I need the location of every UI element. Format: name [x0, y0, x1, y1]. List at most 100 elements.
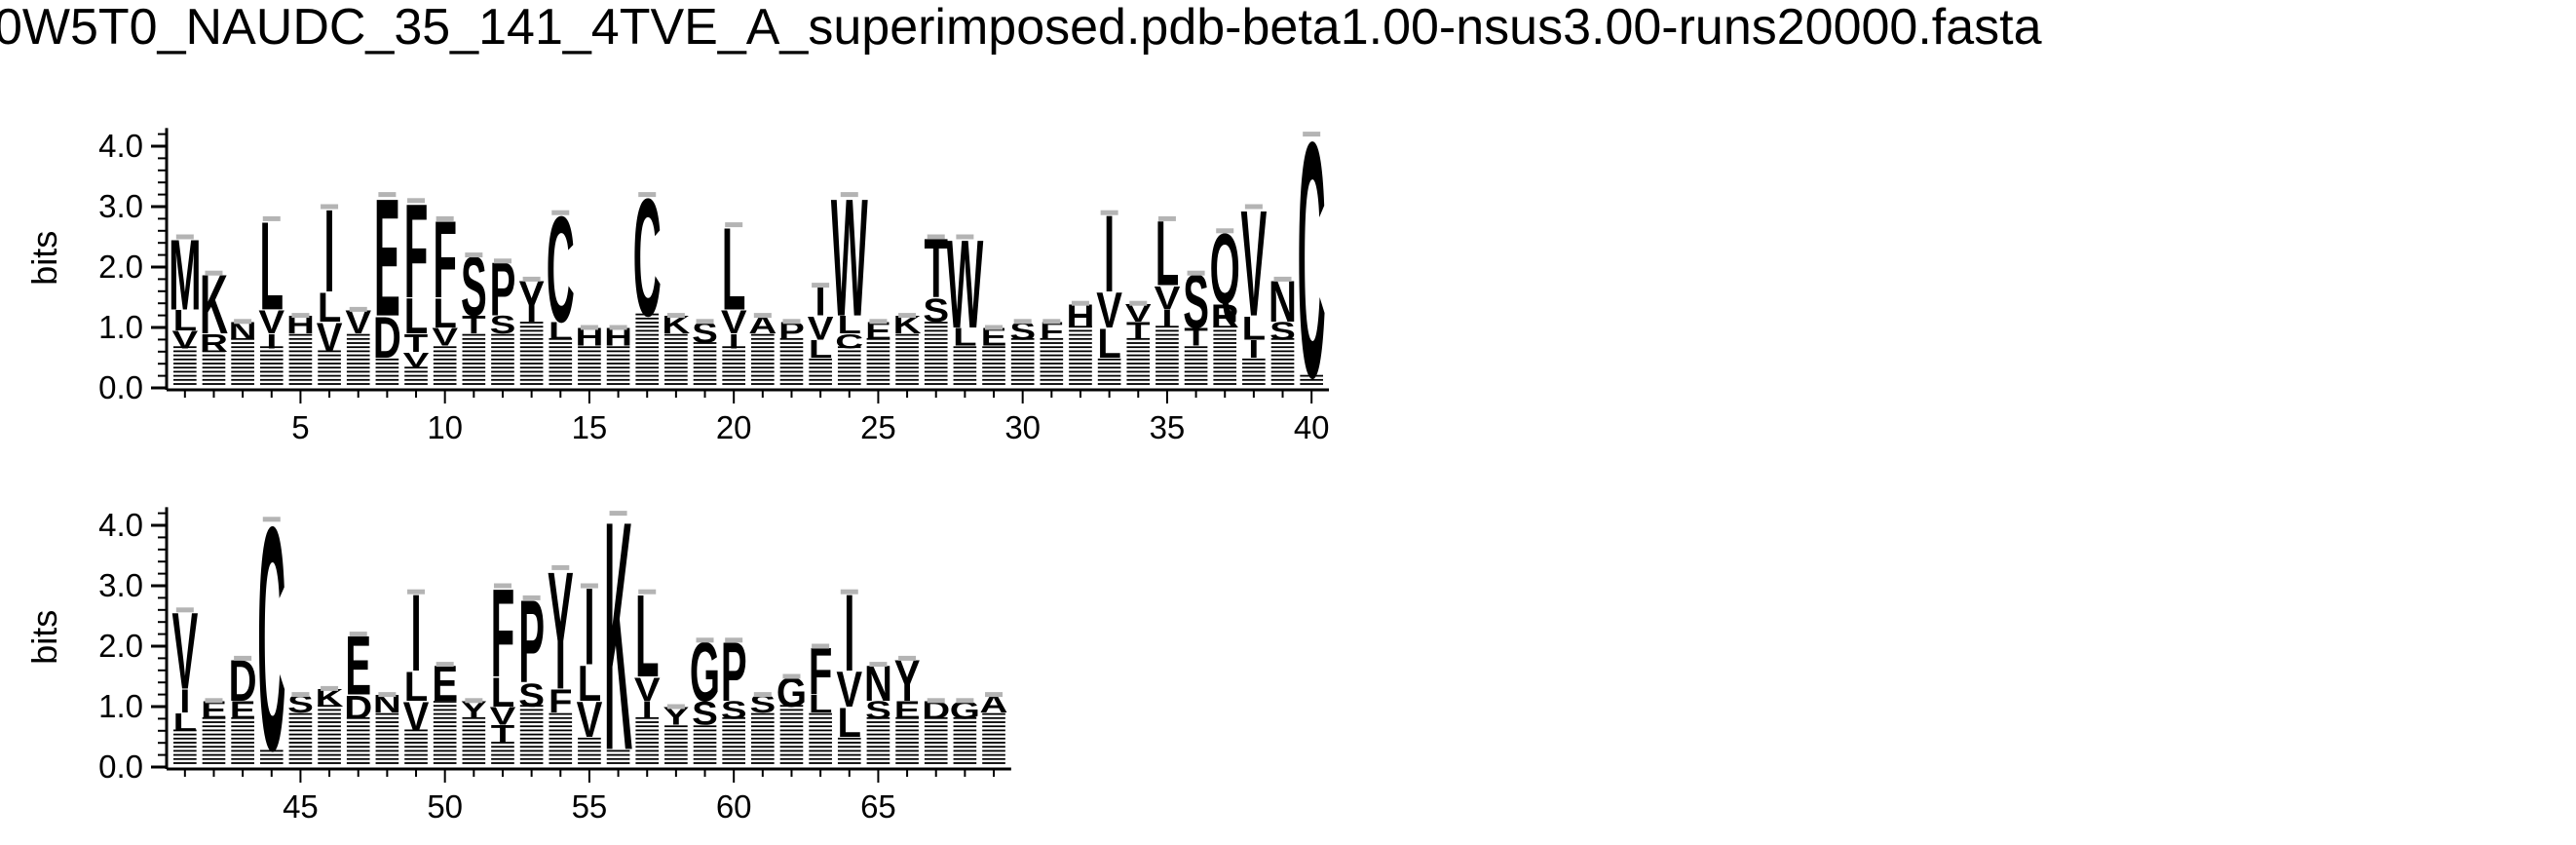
logo-minor-residues [1126, 354, 1151, 357]
error-bar [436, 662, 454, 668]
logo-minor-residues [202, 725, 226, 728]
logo-minor-residues [722, 358, 745, 361]
logo-letter-F: F [404, 175, 428, 326]
logo-minor-residues [1040, 383, 1064, 385]
logo-minor-residues [318, 749, 341, 752]
logo-letter-I: I [266, 329, 277, 353]
logo-minor-residues [462, 363, 486, 365]
logo-minor-residues [664, 363, 688, 365]
logo-minor-residues [404, 370, 428, 373]
logo-minor-residues [202, 354, 226, 357]
logo-minor-residues [924, 757, 948, 760]
logo-minor-residues [953, 366, 977, 369]
logo-minor-residues [982, 363, 1005, 365]
logo-letter-I: I [729, 329, 739, 353]
logo-minor-residues [664, 746, 688, 749]
x-tick-label: 65 [860, 788, 896, 825]
logo-minor-residues [549, 746, 573, 749]
logo-minor-residues [288, 383, 313, 385]
logo-minor-residues [809, 358, 832, 361]
logo-minor-residues [346, 350, 370, 353]
logo-minor-residues [318, 737, 341, 740]
logo-minor-residues [318, 378, 341, 381]
logo-minor-residues [462, 370, 486, 373]
logo-minor-residues [664, 378, 688, 381]
logo-stack-2: RK [200, 258, 228, 385]
logo-minor-residues [433, 383, 457, 385]
logo-minor-residues [866, 721, 890, 723]
logo-minor-residues [1184, 358, 1208, 361]
error-bar [1100, 210, 1118, 215]
logo-minor-residues [1213, 374, 1237, 377]
logo-minor-residues [982, 716, 1005, 719]
logo-minor-residues [519, 753, 544, 756]
logo-minor-residues [866, 725, 890, 728]
logo-minor-residues [1069, 378, 1092, 381]
logo-minor-residues [231, 350, 254, 353]
logo-minor-residues [1184, 378, 1208, 381]
logo-minor-residues [259, 346, 284, 349]
logo-minor-residues [953, 757, 977, 760]
logo-minor-residues [751, 712, 775, 715]
logo-minor-residues [519, 350, 544, 353]
logo-minor-residues [318, 742, 341, 744]
logo-minor-residues [982, 742, 1005, 744]
logo-minor-residues [1270, 366, 1295, 369]
logo-minor-residues [809, 733, 832, 736]
logo-minor-residues [318, 709, 341, 711]
logo-stack-6: VLI [317, 186, 343, 385]
logo-minor-residues [173, 729, 197, 732]
logo-minor-residues [751, 721, 775, 723]
logo-minor-residues [751, 749, 775, 752]
logo-minor-residues [837, 383, 861, 385]
logo-minor-residues [722, 363, 745, 365]
logo-minor-residues [866, 762, 890, 764]
logo-minor-residues [924, 378, 948, 381]
logo-letter-C: C [257, 462, 285, 818]
logo-minor-residues [462, 354, 486, 357]
logo-minor-residues [924, 742, 948, 744]
logo-minor-residues [1213, 333, 1237, 336]
logo-minor-residues [462, 749, 486, 752]
logo-letter-V: V [317, 313, 343, 361]
logo-minor-residues [722, 378, 745, 381]
logo-minor-residues [288, 749, 313, 752]
logo-minor-residues [491, 337, 514, 340]
logo-minor-residues [346, 746, 370, 749]
logo-minor-residues [606, 366, 630, 369]
logo-minor-residues [433, 354, 457, 357]
logo-minor-residues [288, 753, 313, 756]
logo-minor-residues [1097, 374, 1121, 377]
y-tick-label: 2.0 [98, 628, 143, 664]
logo-minor-residues [1242, 378, 1266, 381]
logo-letter-C: C [835, 329, 863, 353]
logo-minor-residues [173, 346, 197, 349]
logo-minor-residues [751, 757, 775, 760]
logo-minor-residues [1040, 358, 1064, 361]
error-bar [291, 692, 310, 698]
logo-minor-residues [549, 721, 573, 723]
logo-minor-residues [779, 725, 804, 728]
logo-minor-residues [953, 374, 977, 377]
logo-minor-residues [779, 383, 804, 385]
logo-stack-12: SP [490, 249, 515, 385]
logo-minor-residues [722, 354, 745, 357]
logo-minor-residues [1097, 358, 1121, 361]
logo-minor-residues [433, 721, 457, 723]
logo-minor-residues [519, 749, 544, 752]
logo-minor-residues [866, 716, 890, 719]
logo-minor-residues [866, 342, 890, 344]
logo-minor-residues [693, 363, 717, 365]
logo-minor-residues [953, 346, 977, 349]
logo-minor-residues [779, 712, 804, 715]
logo-minor-residues [635, 725, 660, 728]
logo-stack-36: TS [1183, 260, 1209, 385]
logo-minor-residues [491, 753, 514, 756]
logo-minor-residues [606, 350, 630, 353]
logo-minor-residues [173, 350, 197, 353]
logo-minor-residues [1213, 329, 1237, 332]
logo-minor-residues [346, 716, 370, 719]
logo-minor-residues [1155, 337, 1179, 340]
logo-minor-residues [346, 742, 370, 744]
